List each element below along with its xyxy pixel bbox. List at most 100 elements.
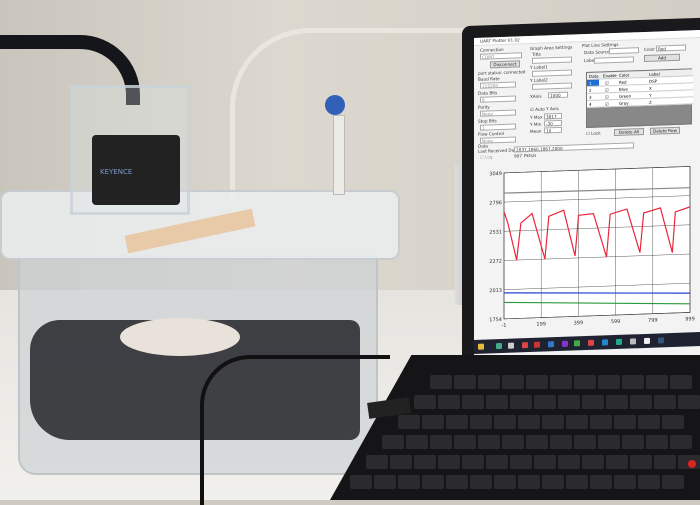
keyboard-key[interactable] <box>422 415 444 429</box>
log-checkbox[interactable]: ☐ Log <box>480 154 493 160</box>
stop-bits-select[interactable]: 1 <box>480 123 516 131</box>
keyboard-key[interactable] <box>510 395 532 409</box>
keyboard-key[interactable] <box>382 435 404 449</box>
keyboard-key[interactable] <box>606 395 628 409</box>
keyboard-key[interactable] <box>478 375 500 389</box>
keyboard-key[interactable] <box>510 455 532 469</box>
keyboard-key[interactable] <box>614 475 636 489</box>
keyboard-key[interactable] <box>494 475 516 489</box>
keyboard-key[interactable] <box>582 455 604 469</box>
keyboard-key[interactable] <box>526 435 548 449</box>
keyboard-key[interactable] <box>646 375 668 389</box>
app-icon[interactable] <box>508 342 514 349</box>
ymax-input[interactable]: 3817 <box>544 112 562 120</box>
auto-y-axis-checkbox[interactable]: ☑ Auto Y Axis <box>530 105 559 112</box>
file-explorer-icon[interactable] <box>478 343 484 350</box>
keyboard-key[interactable] <box>438 455 460 469</box>
lock-checkbox[interactable]: ☐ Lock <box>586 130 601 137</box>
parity-select[interactable]: None <box>480 109 516 117</box>
keyboard-key[interactable] <box>478 435 500 449</box>
keyboard-key[interactable] <box>470 415 492 429</box>
keyboard-key[interactable] <box>590 475 612 489</box>
keyboard-key[interactable] <box>670 375 692 389</box>
ymin-input[interactable]: -30 <box>544 119 562 127</box>
keyboard-key[interactable] <box>422 475 444 489</box>
add-button[interactable]: Add <box>644 53 680 63</box>
keyboard-key[interactable] <box>406 435 428 449</box>
keyboard-key[interactable] <box>494 415 516 429</box>
keyboard-key[interactable] <box>454 375 476 389</box>
mean-input[interactable]: 10 <box>544 126 562 134</box>
keyboard-key[interactable] <box>654 395 676 409</box>
keyboard-key[interactable] <box>462 395 484 409</box>
title-input[interactable] <box>532 56 572 64</box>
keyboard-key[interactable] <box>630 395 652 409</box>
row-color[interactable]: Red <box>619 79 627 85</box>
chrome-icon[interactable] <box>574 340 580 347</box>
keyboard-key[interactable] <box>558 455 580 469</box>
enable-checkbox[interactable]: ☑ <box>605 94 609 100</box>
keyboard-key[interactable] <box>574 435 596 449</box>
ylabel2-input[interactable] <box>532 82 572 90</box>
baud-rate-select[interactable]: 115200 <box>480 81 516 89</box>
app-icon[interactable] <box>496 342 502 350</box>
row-color[interactable]: Blue <box>619 86 628 92</box>
delete-all-button[interactable]: Delete All <box>614 128 644 137</box>
keyboard-key[interactable] <box>646 435 668 449</box>
keyboard-key[interactable] <box>454 435 476 449</box>
enable-checkbox[interactable]: ☑ <box>605 87 609 93</box>
keyboard-key[interactable] <box>638 415 660 429</box>
color-select[interactable]: Red <box>656 44 686 52</box>
row-color[interactable]: Gray <box>619 100 629 106</box>
keyboard-key[interactable] <box>606 455 628 469</box>
keyboard-key[interactable] <box>598 375 620 389</box>
row-color[interactable]: Green <box>619 93 632 99</box>
keyboard-key[interactable] <box>542 415 564 429</box>
keyboard-key[interactable] <box>470 475 492 489</box>
keyboard-key[interactable] <box>542 475 564 489</box>
keyboard-key[interactable] <box>534 395 556 409</box>
data-source-select[interactable] <box>609 47 639 55</box>
app-icon[interactable] <box>522 342 528 349</box>
keyboard-key[interactable] <box>622 375 644 389</box>
keyboard-key[interactable] <box>414 395 436 409</box>
keyboard-key[interactable] <box>638 475 660 489</box>
keyboard-key[interactable] <box>430 435 452 449</box>
disconnect-button[interactable]: Disconnect <box>490 60 520 69</box>
keyboard-key[interactable] <box>654 455 676 469</box>
keyboard-key[interactable] <box>566 475 588 489</box>
settings-icon[interactable] <box>644 337 650 345</box>
keyboard-key[interactable] <box>390 455 412 469</box>
keyboard-key[interactable] <box>630 455 652 469</box>
keyboard-key[interactable] <box>486 455 508 469</box>
keyboard-key[interactable] <box>550 375 572 389</box>
keyboard-key[interactable] <box>462 455 484 469</box>
keyboard-key[interactable] <box>414 455 436 469</box>
uart-plotter-icon[interactable] <box>658 337 664 344</box>
keyboard-key[interactable] <box>438 395 460 409</box>
keyboard-key[interactable] <box>558 395 580 409</box>
keyboard-key[interactable] <box>662 475 684 489</box>
chrome-icon[interactable] <box>588 339 594 346</box>
keyboard-key[interactable] <box>446 475 468 489</box>
keyboard-key[interactable] <box>374 475 396 489</box>
delete-row-button[interactable]: Delete Row <box>650 126 680 135</box>
keyboard-key[interactable] <box>582 395 604 409</box>
keyboard-key[interactable] <box>598 435 620 449</box>
mail-icon[interactable] <box>534 341 540 348</box>
keyboard-key[interactable] <box>518 415 540 429</box>
keyboard-key[interactable] <box>366 455 388 469</box>
keyboard-key[interactable] <box>590 415 612 429</box>
label-input[interactable] <box>594 56 634 64</box>
keyboard-key[interactable] <box>518 475 540 489</box>
app-icon[interactable] <box>548 341 554 348</box>
keyboard-key[interactable] <box>398 475 420 489</box>
keyboard-key[interactable] <box>662 415 684 429</box>
keyboard-key[interactable] <box>678 395 700 409</box>
keyboard-key[interactable] <box>350 475 372 489</box>
app-icon[interactable] <box>630 338 636 345</box>
ylabel1-input[interactable] <box>532 69 572 77</box>
port-select[interactable]: COM7 <box>480 52 522 60</box>
keyboard-key[interactable] <box>502 375 524 389</box>
keyboard-key[interactable] <box>430 375 452 389</box>
